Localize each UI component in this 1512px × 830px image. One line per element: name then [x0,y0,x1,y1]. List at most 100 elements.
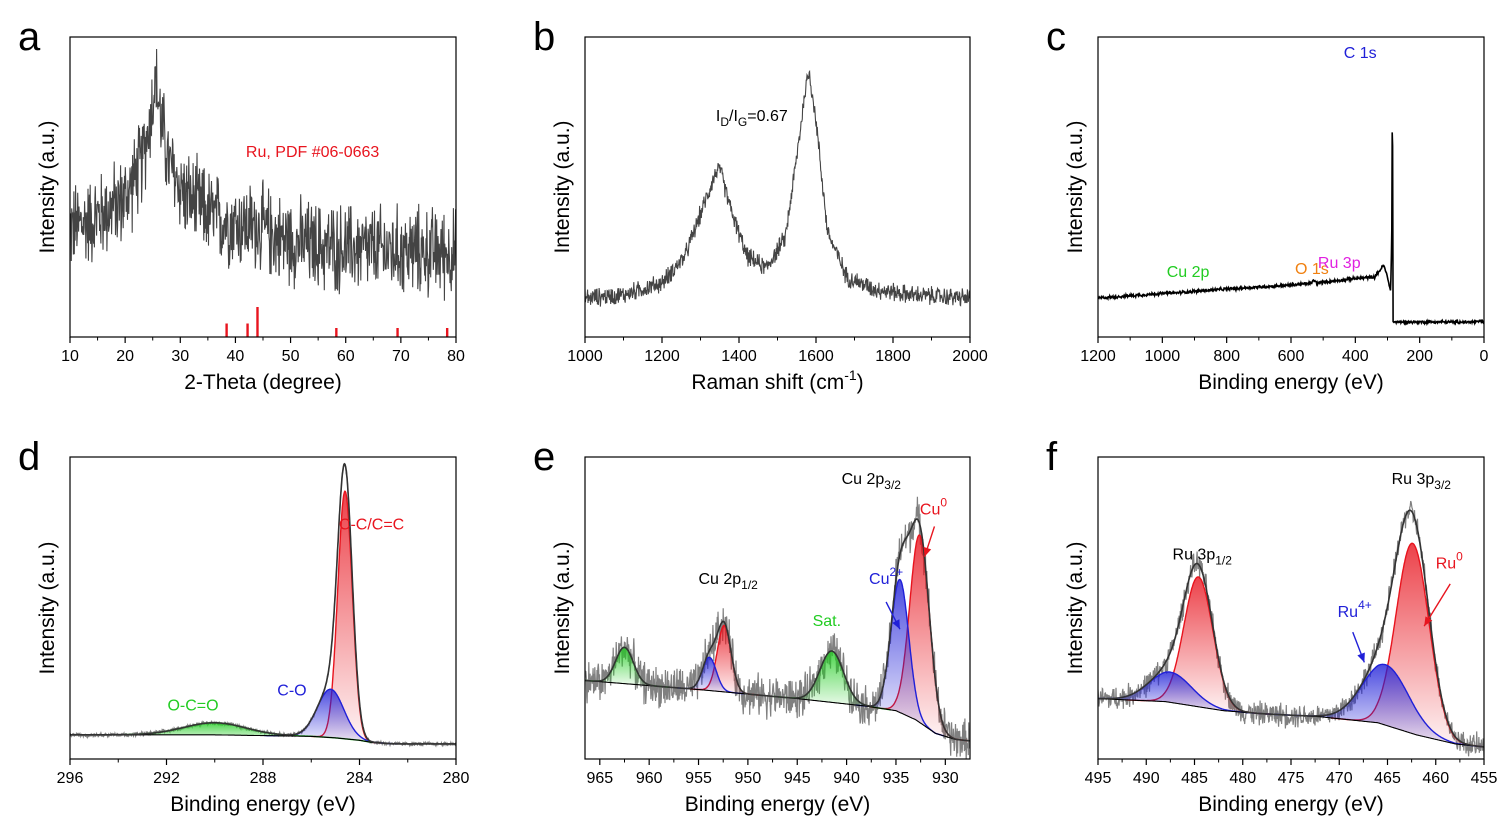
panel-a: a 10 20 30 40 50 60 70 80 2-Theta (degree) Intensi… [18,15,465,394]
arrow-head-f-0 [1424,616,1433,627]
annotation-d-2: O-C=O [167,698,218,715]
x-axis-label-b: Raman shift (cm-1) [691,367,863,394]
x-axis-label-text: Binding energy (eV) [170,793,356,816]
envelope-line-e [585,518,970,742]
x-tick-label-d-0: 296 [57,770,84,787]
y-axis-label-e: Intensity (a.u.) [551,541,574,674]
x-tick-label-f-3: 480 [1229,770,1256,787]
x-tick-label-b-4: 1800 [875,348,911,365]
x-tick-label-e-7: 930 [932,770,959,787]
x-axis-label-c: Binding energy (eV) [1198,371,1384,394]
x-tick-label-b-2: 1400 [721,348,757,365]
peak-fill-d-1 [264,689,397,744]
peak-fill-e-5 [585,647,669,688]
x-tick-label-e-6: 935 [883,770,910,787]
peak-fill-e-0 [870,535,969,741]
panel-letter-e: e [533,435,555,479]
x-tick-label-b-3: 1600 [798,348,834,365]
x-tick-label-d-4: 280 [443,770,470,787]
x-axis-label-text: Raman shift (cm [691,371,844,394]
x-tick-label-a-3: 40 [227,348,245,365]
annotation-c-1: Cu 2p [1167,264,1210,281]
x-tick-label-b-1: 1200 [644,348,680,365]
x-tick-label-f-2: 485 [1181,770,1208,787]
raw-data-f [1098,500,1484,758]
annotation-f-0: Ru 3p3/2 [1392,471,1452,492]
raw-data-e [585,496,970,759]
x-tick-label-f-5: 470 [1326,770,1353,787]
arrow-head-e-0 [923,546,932,557]
panel-letter-f: f [1046,435,1058,479]
peak-fill-d-0 [308,491,381,743]
x-tick-label-a-1: 20 [116,348,134,365]
x-axis-label-sup: -1 [844,367,857,383]
annotation-c-0: C 1s [1344,45,1377,62]
arrow-head-e-1 [892,619,900,630]
peak-fill-e-2 [772,651,891,710]
annotation-c-3: Ru 3p [1318,255,1361,272]
plot-area-d [70,462,456,748]
frame-d [69,456,457,760]
envelope-line-f [1098,509,1484,748]
x-tick-label-f-8: 455 [1471,770,1498,787]
annotation-d-0: C-C/C=C [339,516,404,533]
x-axis-label-text: Binding energy (eV) [1198,793,1384,816]
annotation-e-1: Cu 2p1/2 [698,571,758,592]
annotation-e-4: Sat. [813,613,841,630]
peak-fill-e-3 [689,625,759,696]
x-tick-label-e-0: 965 [586,770,613,787]
x-tick-label-e-4: 945 [784,770,811,787]
annotation-d-1: C-O [277,683,306,700]
annotation-b-0: ID/IG=0.67 [716,108,788,129]
x-tick-label-e-5: 940 [833,770,860,787]
x-axis-label-text: Binding energy (eV) [1198,371,1384,394]
x-tick-label-d-3: 284 [346,770,373,787]
peak-fill-e-4 [675,657,744,694]
y-axis-label-d: Intensity (a.u.) [36,541,59,674]
panel-b: b 1000 1200 1400 1600 1800 2000 Raman shift (cm… [533,15,988,394]
plot-area-c [1098,132,1484,327]
peak-fill-f-2 [1126,576,1271,715]
panel-f: f 495 490 485 480 475 470 465 460 455 Binding ener… [1046,435,1497,816]
x-tick-label-b-5: 2000 [952,348,988,365]
x-axis-label-d: Binding energy (eV) [170,793,356,816]
peak-fill-d-2 [70,722,372,743]
x-tick-label-f-1: 490 [1133,770,1160,787]
panel-d: d 296 292 288 284 280 Binding energy (eV) Inten… [18,435,469,816]
peak-fill-e-1 [855,579,944,736]
plot-area-b [585,69,970,307]
annotation-f-1: Ru 3p1/2 [1173,547,1233,568]
x-axis-label-end: ) [857,371,864,394]
annotation-e-0: Cu 2p3/2 [842,471,902,492]
x-tick-label-c-0: 1200 [1080,348,1116,365]
x-tick-label-d-2: 288 [250,770,277,787]
annotation-c-2: O 1s [1295,261,1329,278]
x-tick-label-c-4: 400 [1342,348,1369,365]
frame-e [584,456,971,760]
panel-c: c 1200 1000 800 600 400 200 0 Binding energy (eV… [1046,15,1489,394]
panel-letter-a: a [18,15,41,59]
x-tick-label-f-7: 460 [1422,770,1449,787]
x-tick-label-f-4: 475 [1278,770,1305,787]
frame-c [1097,36,1485,338]
series-line-b-0 [585,69,970,307]
annotation-f-2: Ru0 [1436,550,1463,573]
x-axis-label-e: Binding energy (eV) [685,793,871,816]
peak-fill-f-3 [1098,672,1277,715]
peak-fill-f-0 [1330,543,1484,747]
y-axis-label-c: Intensity (a.u.) [1064,120,1087,253]
x-tick-label-a-2: 30 [171,348,189,365]
plot-area-e [585,496,970,759]
annotation-e-2: Cu0 [920,495,947,518]
x-tick-label-c-1: 1000 [1145,348,1181,365]
x-axis-label-a: 2-Theta (degree) [184,371,342,394]
x-axis-label-text: 2-Theta (degree) [184,371,342,394]
series-line-c-0 [1098,132,1484,327]
y-axis-label-a: Intensity (a.u.) [36,120,59,253]
x-tick-label-c-3: 600 [1278,348,1305,365]
x-axis-label-text: Binding energy (eV) [685,793,871,816]
annotation-a-0: Ru, PDF #06-0663 [246,144,380,161]
plot-area-a [70,48,456,301]
panel-letter-b: b [533,15,555,59]
x-tick-label-f-6: 465 [1374,770,1401,787]
